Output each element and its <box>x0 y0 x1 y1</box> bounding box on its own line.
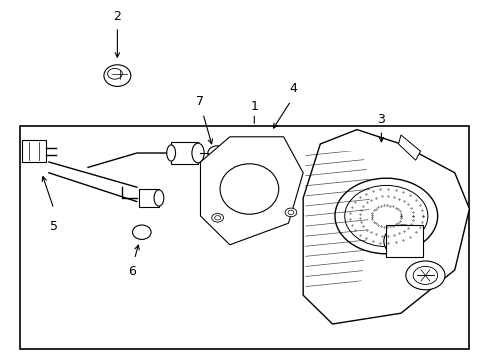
Text: 6: 6 <box>128 265 136 278</box>
Circle shape <box>285 208 296 217</box>
Ellipse shape <box>132 225 151 239</box>
Circle shape <box>334 178 437 254</box>
Text: 3: 3 <box>377 113 385 126</box>
Ellipse shape <box>383 225 422 257</box>
Ellipse shape <box>166 145 175 161</box>
Circle shape <box>344 185 427 247</box>
FancyBboxPatch shape <box>386 225 422 257</box>
Circle shape <box>211 213 223 222</box>
Ellipse shape <box>220 164 278 214</box>
FancyBboxPatch shape <box>139 189 159 207</box>
Text: 5: 5 <box>50 220 58 233</box>
Text: 7: 7 <box>196 95 204 108</box>
FancyBboxPatch shape <box>22 140 46 162</box>
Polygon shape <box>303 130 468 324</box>
Circle shape <box>214 216 220 220</box>
Circle shape <box>287 210 293 215</box>
Circle shape <box>405 261 444 290</box>
Ellipse shape <box>207 146 227 160</box>
Ellipse shape <box>104 65 130 86</box>
Text: 1: 1 <box>250 100 258 113</box>
Ellipse shape <box>191 143 204 163</box>
Text: 2: 2 <box>113 10 121 23</box>
FancyBboxPatch shape <box>171 142 198 164</box>
Polygon shape <box>200 137 303 245</box>
Text: 4: 4 <box>289 82 297 95</box>
Circle shape <box>412 266 437 284</box>
Ellipse shape <box>154 190 163 206</box>
Polygon shape <box>398 135 420 160</box>
